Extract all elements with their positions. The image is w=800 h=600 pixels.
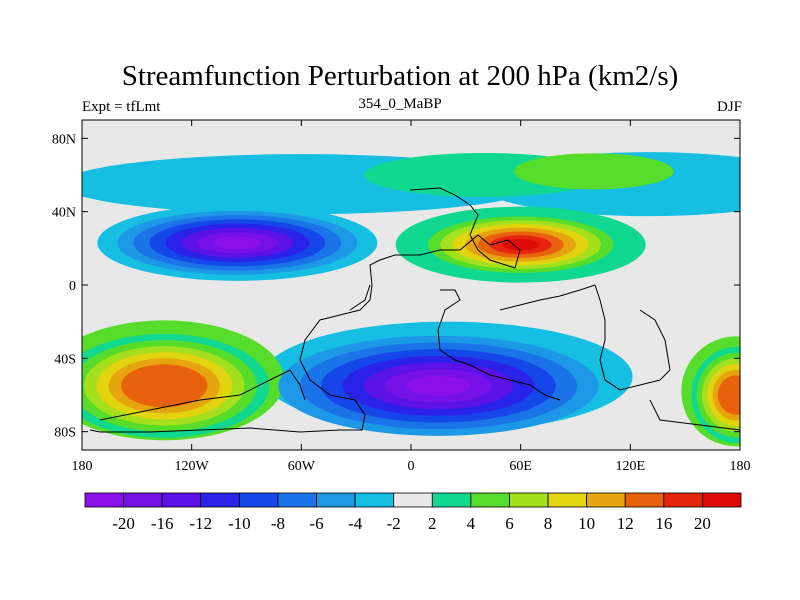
contour-level-3-5 — [121, 364, 208, 408]
colorbar-label: -4 — [348, 514, 363, 533]
y-tick-label: 80N — [52, 132, 76, 147]
x-tick-label: 120E — [616, 459, 646, 474]
y-tick-label: 80S — [54, 426, 76, 441]
colorbar-label: 12 — [617, 514, 634, 533]
colorbar-swatch — [624, 492, 665, 508]
colorbar-swatch — [393, 492, 433, 508]
colorbar-swatch — [200, 492, 240, 508]
contour-level-1-7 — [502, 239, 540, 251]
x-axis: 180 120W 60W 0 60E 120E 180 — [72, 120, 751, 474]
colorbar-swatch — [702, 492, 742, 508]
contour-level-4-5 — [717, 375, 740, 415]
colorbar-swatch — [547, 492, 588, 508]
colorbar-label: -12 — [189, 514, 212, 533]
colorbar-label: 4 — [467, 514, 476, 533]
colorbar-label: -6 — [309, 514, 323, 533]
y-tick-label: 40N — [52, 206, 76, 221]
contour-level-0-6 — [213, 236, 262, 250]
period-label: 354_0_MaBP — [358, 96, 442, 112]
y-tick-label: 0 — [69, 279, 76, 294]
colorbar-swatch — [663, 492, 703, 508]
colorbar-swatch — [431, 492, 472, 508]
contour-field — [82, 120, 740, 450]
colorbar-label: -2 — [387, 514, 401, 533]
colorbar-label: -16 — [151, 514, 174, 533]
colorbar-label: -10 — [228, 514, 251, 533]
colorbar-swatch — [354, 492, 395, 508]
x-tick-label: 60W — [288, 459, 316, 474]
season-label: DJF — [716, 99, 742, 115]
colorbar-label: 20 — [694, 514, 711, 533]
colorbar-label: 16 — [655, 514, 672, 533]
colorbar-swatch — [470, 492, 510, 508]
continent-outlines — [89, 187, 740, 433]
contour-band-3 — [513, 153, 674, 190]
colorbar: -20 -16 -12 -10 -8 -6 -4 -2 2 4 6 8 10 12 16 20 — [84, 492, 742, 533]
colorbar-swatch — [123, 492, 163, 508]
colorbar-swatch — [277, 492, 317, 508]
colorbar-swatch — [586, 492, 626, 508]
y-tick-label: 40S — [54, 352, 76, 367]
colorbar-swatch — [238, 492, 279, 508]
x-tick-label: 0 — [408, 459, 415, 474]
contour-level-2-6 — [406, 375, 471, 396]
x-tick-label: 60E — [509, 459, 532, 474]
colorbar-swatch — [509, 492, 549, 508]
colorbar-label: -20 — [112, 514, 135, 533]
experiment-label: Expt = tfLmt — [82, 99, 161, 115]
colorbar-swatch — [316, 492, 356, 508]
y-axis: 80N 40N 0 40S 80S — [52, 132, 740, 441]
colorbar-label: -8 — [271, 514, 285, 533]
colorbar-swatch — [161, 492, 202, 508]
colorbar-label: 8 — [544, 514, 553, 533]
chart-title: Streamfunction Perturbation at 200 hPa (… — [121, 60, 679, 92]
x-tick-label: 180 — [72, 459, 93, 474]
colorbar-label: 10 — [578, 514, 595, 533]
x-tick-label: 180 — [730, 459, 751, 474]
colorbar-label: 2 — [428, 514, 437, 533]
x-tick-label: 120W — [175, 459, 210, 474]
colorbar-swatch — [84, 492, 124, 508]
colorbar-label: 6 — [505, 514, 514, 533]
